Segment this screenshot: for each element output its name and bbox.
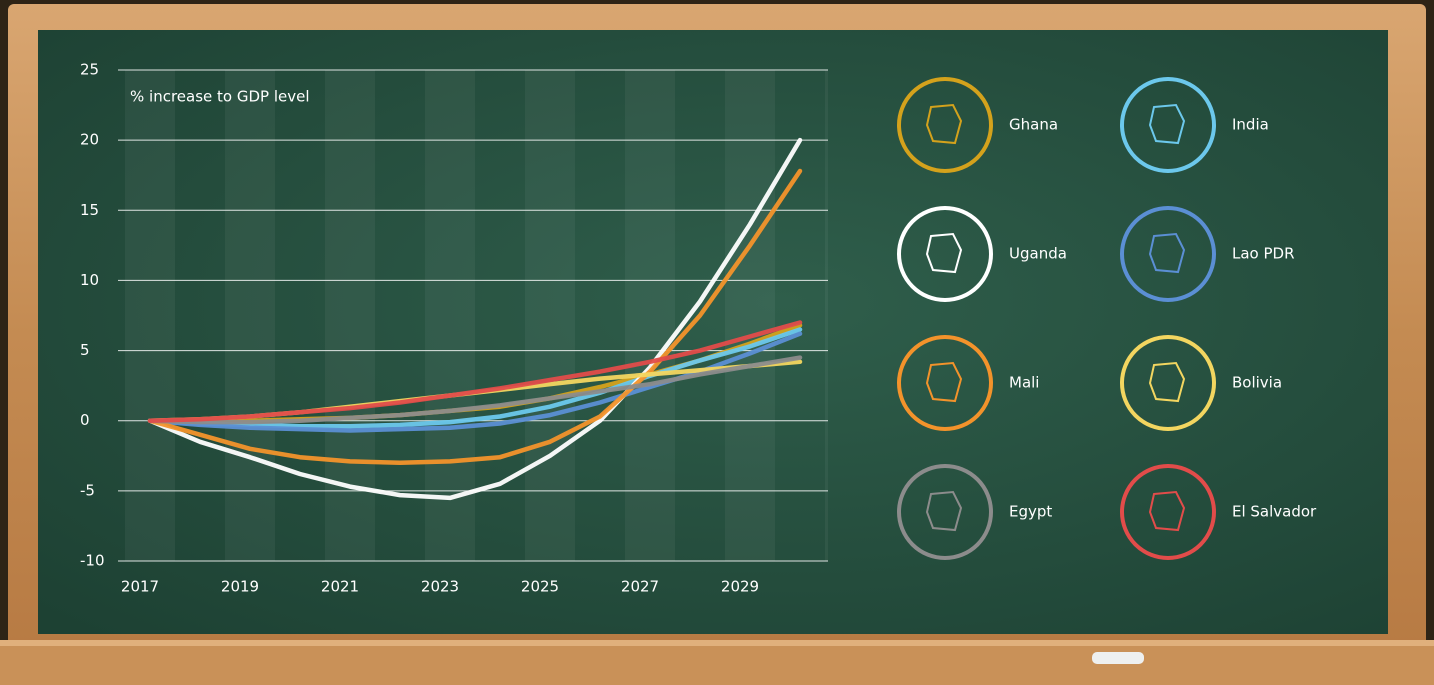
legend-icon [925,232,963,274]
ledge-edge [0,640,1434,646]
legend-circle [1120,464,1216,560]
band [625,70,675,561]
legend-item: El Salvador [1120,464,1317,560]
legend-item: Lao PDR [1120,206,1295,302]
x-tick-label: 2023 [421,578,459,596]
legend-label: Lao PDR [1232,245,1295,263]
bands [125,70,828,561]
band [225,70,275,561]
y-tick-label: 20 [80,131,99,149]
chalk [1092,652,1144,664]
legend-icon [1148,232,1186,274]
y-tick-label: 10 [80,271,99,289]
legend-label: Egypt [1009,503,1052,521]
band [425,70,475,561]
line [147,327,803,429]
legend-icon [1148,490,1186,532]
legend-item: Uganda [897,206,1067,302]
y-tick-label: 15 [80,201,99,219]
y-tick-label: 25 [80,61,99,79]
band [325,70,375,561]
x-tick-label: 2025 [521,578,559,596]
legend-circle [897,335,993,431]
y-tick-label: -10 [80,552,105,570]
legend-icon [925,103,963,145]
line [147,137,803,501]
line [147,168,803,466]
legend-icon [1148,103,1186,145]
legend-label: Ghana [1009,116,1058,134]
legend-circle [1120,77,1216,173]
legend-label: Mali [1009,374,1039,392]
x-tick-label: 2019 [221,578,259,596]
legend-icon [1148,361,1186,403]
x-tick-label: 2017 [121,578,159,596]
legend-item: India [1120,77,1269,173]
legend-item: Ghana [897,77,1058,173]
y-tick-label: 5 [80,341,90,359]
legend-circle [897,206,993,302]
legend-item: Egypt [897,464,1052,560]
line [147,355,803,425]
legend-item: Mali [897,335,1039,431]
legend-circle [897,77,993,173]
legend-label: Bolivia [1232,374,1282,392]
y-tick-label: 0 [80,411,90,429]
band [825,70,828,561]
x-tick-label: 2027 [621,578,659,596]
ledge [0,640,1434,685]
chalkboard [38,30,1388,634]
band [725,70,775,561]
legend-label: El Salvador [1232,503,1317,521]
legend-label: Uganda [1009,245,1067,263]
legend-circle [897,464,993,560]
legend-circle [1120,335,1216,431]
legend: Ghana India Uganda Lao PDR Mali Bolivia Egypt E… [897,77,1317,560]
legend-label: India [1232,116,1269,134]
y-tick-label: -5 [80,481,95,499]
x-tick-label: 2021 [321,578,359,596]
axis-title: % increase to GDP level [130,88,310,106]
legend-icon [925,490,963,532]
legend-icon [925,361,963,403]
line [147,320,803,423]
band [525,70,575,561]
band [125,70,175,561]
legend-item: Bolivia [1120,335,1282,431]
legend-circle [1120,206,1216,302]
x-tick-label: 2029 [721,578,759,596]
